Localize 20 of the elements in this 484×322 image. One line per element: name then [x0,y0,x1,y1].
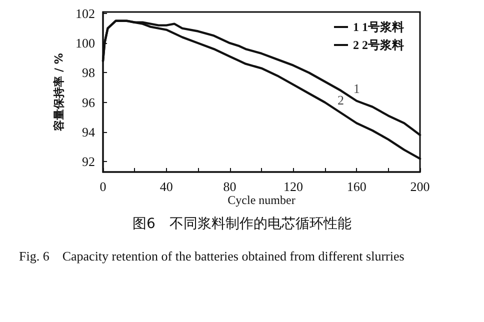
y-tick-label: 100 [76,36,95,51]
text: Fig. 6 Capacity retention of the batteries obtained from different slurries [19,248,404,264]
x-tick-label: 160 [346,179,366,194]
x-tick-label: 200 [410,179,430,194]
text: 图6 不同浆料制作的电芯循环性能 [132,216,352,232]
x-tick-label: 80 [223,179,236,194]
y-tick-label: 96 [82,94,96,110]
y-tick-label: 98 [82,65,95,80]
x-tick-label: 40 [160,179,173,194]
annotation: 1 [353,80,360,96]
x-tick-label: 0 [100,179,106,194]
y-tick-label: 92 [82,154,95,170]
y-tick-label: 94 [82,124,96,140]
x-axis-title: Cycle number [228,193,296,207]
legend-label: 2 2号浆料 [353,38,404,52]
annotation: 2 [338,92,344,108]
y-axis-title: 容量保持率 / % [52,53,66,132]
x-tick-label: 120 [283,179,303,194]
y-tick-label: 102 [76,6,95,21]
legend-label: 1 1号浆料 [353,20,404,34]
